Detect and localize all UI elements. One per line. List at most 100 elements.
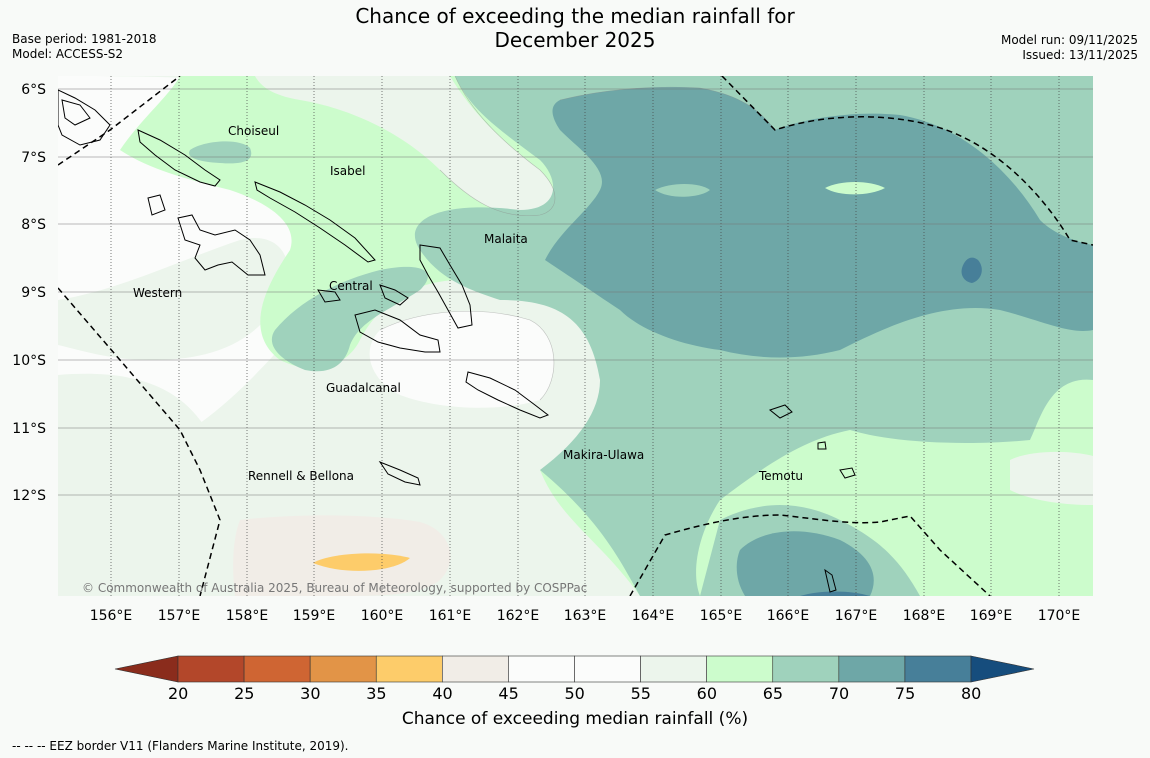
rennell-coast xyxy=(378,460,421,486)
colorbar-under-arrow xyxy=(114,655,179,683)
makira-coast xyxy=(465,371,550,419)
band-60-65-islet xyxy=(825,182,885,195)
coastlines xyxy=(58,89,856,593)
band-65-70-islet xyxy=(655,184,710,197)
lon-label: 169°E xyxy=(970,608,1013,624)
colorbar-tick-label: 45 xyxy=(498,684,519,703)
issued-date: Issued: 13/11/2025 xyxy=(1022,48,1138,62)
lon-label: 156°E xyxy=(90,608,133,624)
lon-label: 161°E xyxy=(429,608,472,624)
model-run: Model run: 09/11/2025 xyxy=(1000,33,1138,47)
lon-label: 157°E xyxy=(158,608,201,624)
colorbar-label: Chance of exceeding median rainfall (%) xyxy=(401,709,749,729)
band-65-70-central xyxy=(271,266,428,372)
province-label-isabel: Isabel xyxy=(330,164,365,178)
colorbar-cell xyxy=(904,655,972,683)
colorbar-tick-label: 40 xyxy=(432,684,453,703)
bougainville-coast xyxy=(58,89,111,146)
colorbar-cell xyxy=(706,655,774,683)
province-label-rennell-bellona: Rennell & Bellona xyxy=(248,469,354,483)
model-name: Model: ACCESS-S2 xyxy=(12,47,124,61)
colorbar-cell xyxy=(309,655,377,683)
band-70-75 xyxy=(545,87,1093,358)
probability-contours xyxy=(58,76,1093,596)
band-55-60-east xyxy=(1010,451,1093,505)
latitude-labels: 6°S 7°S 8°S 9°S 10°S 11°S 12°S xyxy=(12,82,46,504)
colorbar-cell xyxy=(838,655,906,683)
choiseul-coast xyxy=(137,129,221,187)
band-55-60-islet xyxy=(485,181,528,197)
lat-label: 9°S xyxy=(21,285,46,301)
lat-label: 10°S xyxy=(12,353,46,369)
province-label-central: Central xyxy=(329,279,373,293)
band-55-60-west xyxy=(58,238,288,360)
map-title-line-2: December 2025 xyxy=(494,28,656,52)
colorbar-tick-label: 20 xyxy=(168,684,189,703)
colorbar-cell xyxy=(243,655,311,683)
lon-label: 165°E xyxy=(700,608,743,624)
lat-label: 6°S xyxy=(21,82,46,98)
colorbar-tick-label: 80 xyxy=(961,684,982,703)
copyright-notice: © Commonwealth of Australia 2025, Bureau… xyxy=(82,581,587,595)
eez-border xyxy=(58,76,1093,596)
lon-label: 168°E xyxy=(903,608,946,624)
colorbar-tick-label: 35 xyxy=(366,684,387,703)
colorbar-tick-label: 60 xyxy=(696,684,718,703)
parallel-gridlines xyxy=(58,88,1093,496)
province-label-makira-ulawa: Makira-Ulawa xyxy=(563,448,644,462)
lat-label: 8°S xyxy=(21,217,46,233)
new-georgia-coast xyxy=(177,214,266,276)
colorbar-cell xyxy=(375,655,443,683)
band-50-55-guadalcanal xyxy=(369,311,554,408)
band-55-60-south xyxy=(58,373,620,596)
colorbar-tick-label: 70 xyxy=(828,684,850,703)
lon-label: 158°E xyxy=(226,608,269,624)
lon-label: 167°E xyxy=(835,608,878,624)
colorbar-tick-label: 65 xyxy=(762,684,784,703)
band-55-60-north xyxy=(255,76,555,216)
province-label-choiseul: Choiseul xyxy=(228,124,279,138)
province-label-guadalcanal: Guadalcanal xyxy=(326,381,401,395)
colorbar-cell xyxy=(508,655,575,683)
colorbar-cell xyxy=(177,655,245,683)
eez-footnote: -- -- -- EEZ border V11 (Flanders Marine… xyxy=(12,739,349,753)
band-35-40 xyxy=(313,553,410,571)
band-75-80 xyxy=(961,257,982,283)
colorbar xyxy=(114,655,1035,683)
lat-label: 7°S xyxy=(21,150,46,166)
lon-label: 164°E xyxy=(632,608,675,624)
colorbar-tick-label: 30 xyxy=(300,684,321,703)
lon-label: 162°E xyxy=(497,608,540,624)
lon-label: 163°E xyxy=(564,608,607,624)
province-label-western: Western xyxy=(133,286,182,300)
colorbar-tick-label: 55 xyxy=(630,684,651,703)
colorbar-over-arrow xyxy=(970,655,1035,683)
province-label-malaita: Malaita xyxy=(484,232,528,246)
malaita-coast xyxy=(419,244,473,329)
colorbar-cells xyxy=(177,655,972,683)
lon-label: 159°E xyxy=(293,608,336,624)
map-title-line-1: Chance of exceeding the median rainfall … xyxy=(355,4,795,28)
band-65-70-choiseul xyxy=(189,141,252,164)
lat-label: 11°S xyxy=(12,421,46,437)
colorbar-tick-label: 25 xyxy=(234,684,255,703)
lat-label: 12°S xyxy=(12,488,46,504)
guadalcanal-coast xyxy=(354,309,441,353)
isabel-coast xyxy=(254,181,376,263)
longitude-labels: 156°E 157°E 158°E 159°E 160°E 161°E 162°… xyxy=(90,608,1081,624)
lon-label: 166°E xyxy=(767,608,810,624)
lon-label: 160°E xyxy=(361,608,404,624)
colorbar-cell xyxy=(640,655,707,683)
colorbar-cell xyxy=(442,655,509,683)
province-labels: Choiseul Isabel Malaita Western Central … xyxy=(133,124,803,483)
band-75-80-south xyxy=(800,591,870,596)
band-70-75-south xyxy=(736,531,874,596)
colorbar-cell xyxy=(574,655,641,683)
base-period: Base period: 1981-2018 xyxy=(12,32,157,46)
colorbar-cell xyxy=(772,655,840,683)
colorbar-tick-label: 75 xyxy=(894,684,916,703)
colorbar-tick-label: 50 xyxy=(564,684,585,703)
province-label-temotu: Temotu xyxy=(758,469,803,483)
lon-label: 170°E xyxy=(1038,608,1081,624)
